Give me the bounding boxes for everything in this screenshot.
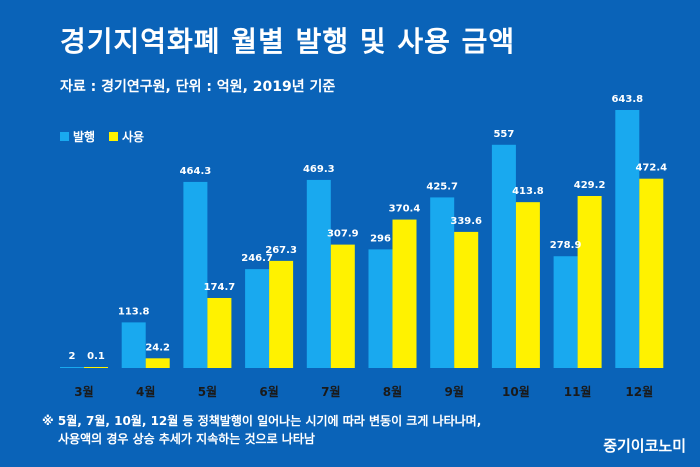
- value-label-issue-6: 246.7: [241, 253, 273, 264]
- value-label-issue-3: 2: [69, 351, 76, 362]
- x-tick-label: 4월: [136, 384, 155, 399]
- value-label-use-12: 472.4: [635, 163, 667, 174]
- value-label-issue-9: 425.7: [426, 181, 458, 192]
- bar-use-7: [330, 244, 355, 368]
- bar-use-11: [577, 196, 602, 368]
- value-label-use-3: 0.1: [87, 351, 105, 362]
- legend-label-issue: 발행: [73, 129, 95, 144]
- bar-issue-8: [368, 249, 393, 368]
- value-label-use-7: 307.9: [327, 229, 359, 240]
- bar-issue-9: [430, 197, 455, 368]
- x-tick-label: 11월: [564, 384, 592, 399]
- value-label-issue-4: 113.8: [118, 306, 150, 317]
- chart-legend: 발행 사용: [60, 129, 144, 144]
- bar-issue-6: [245, 269, 270, 368]
- legend-label-use: 사용: [122, 129, 144, 144]
- value-label-issue-10: 557: [493, 129, 514, 140]
- bar-use-4: [145, 358, 170, 368]
- chart-title: 경기지역화폐 월별 발행 및 사용 금액: [60, 25, 516, 58]
- bar-issue-11: [553, 256, 578, 368]
- bars-group: [60, 110, 664, 368]
- bar-use-9: [454, 231, 479, 368]
- x-tick-label: 3월: [74, 384, 93, 399]
- bar-issue-5: [183, 181, 208, 368]
- value-label-issue-8: 296: [370, 233, 391, 244]
- value-label-issue-12: 643.8: [611, 94, 643, 105]
- bar-issue-10: [491, 144, 516, 368]
- value-label-issue-11: 278.9: [550, 240, 582, 251]
- bar-issue-12: [615, 110, 640, 368]
- legend-swatch-issue: [60, 132, 69, 141]
- value-label-use-4: 24.2: [145, 342, 170, 353]
- x-tick-label: 7월: [321, 384, 340, 399]
- x-tick-label: 9월: [445, 384, 464, 399]
- bar-issue-4: [121, 322, 146, 368]
- x-tick-label: 6월: [259, 384, 278, 399]
- x-axis-ticks: 3월 4월 5월 6월 7월 8월 9월 10월 11월 12월: [74, 384, 653, 399]
- brand-logo: 중기이코노미: [603, 437, 686, 455]
- x-tick-label: 10월: [502, 384, 530, 399]
- bar-issue-3: [60, 367, 84, 368]
- bar-use-5: [207, 297, 232, 368]
- bar-issue-7: [306, 179, 331, 368]
- x-tick-label: 5월: [198, 384, 217, 399]
- x-tick-label: 8월: [383, 384, 402, 399]
- value-label-use-5: 174.7: [204, 282, 236, 293]
- value-label-use-9: 339.6: [450, 216, 482, 227]
- bar-use-10: [515, 202, 540, 368]
- footnote: ※ 5월, 7월, 10월, 12월 등 정책발행이 일어나는 시기에 따라 변…: [42, 412, 481, 448]
- legend-swatch-use: [109, 132, 118, 141]
- bar-use-12: [639, 178, 664, 368]
- value-label-issue-7: 469.3: [303, 164, 335, 175]
- value-label-use-8: 370.4: [389, 204, 421, 215]
- value-label-use-11: 429.2: [574, 180, 606, 191]
- footnote-line-1: 5월, 7월, 10월, 12월 등 정책발행이 일어나는 시기에 따라 변동이…: [57, 414, 482, 428]
- bar-use-3: [84, 367, 108, 368]
- value-label-use-6: 267.3: [265, 245, 297, 256]
- value-label-issue-5: 464.3: [180, 166, 212, 177]
- bar-use-8: [392, 219, 417, 368]
- value-label-use-10: 413.8: [512, 186, 544, 197]
- bar-use-6: [269, 260, 294, 368]
- footnote-line-2: 사용액의 경우 상승 추세가 지속하는 것으로 나타남: [58, 432, 315, 446]
- x-tick-label: 12월: [625, 384, 653, 399]
- footnote-marker: ※: [42, 414, 54, 428]
- chart-subtitle: 자료 : 경기연구원, 단위 : 억원, 2019년 기준: [60, 79, 336, 95]
